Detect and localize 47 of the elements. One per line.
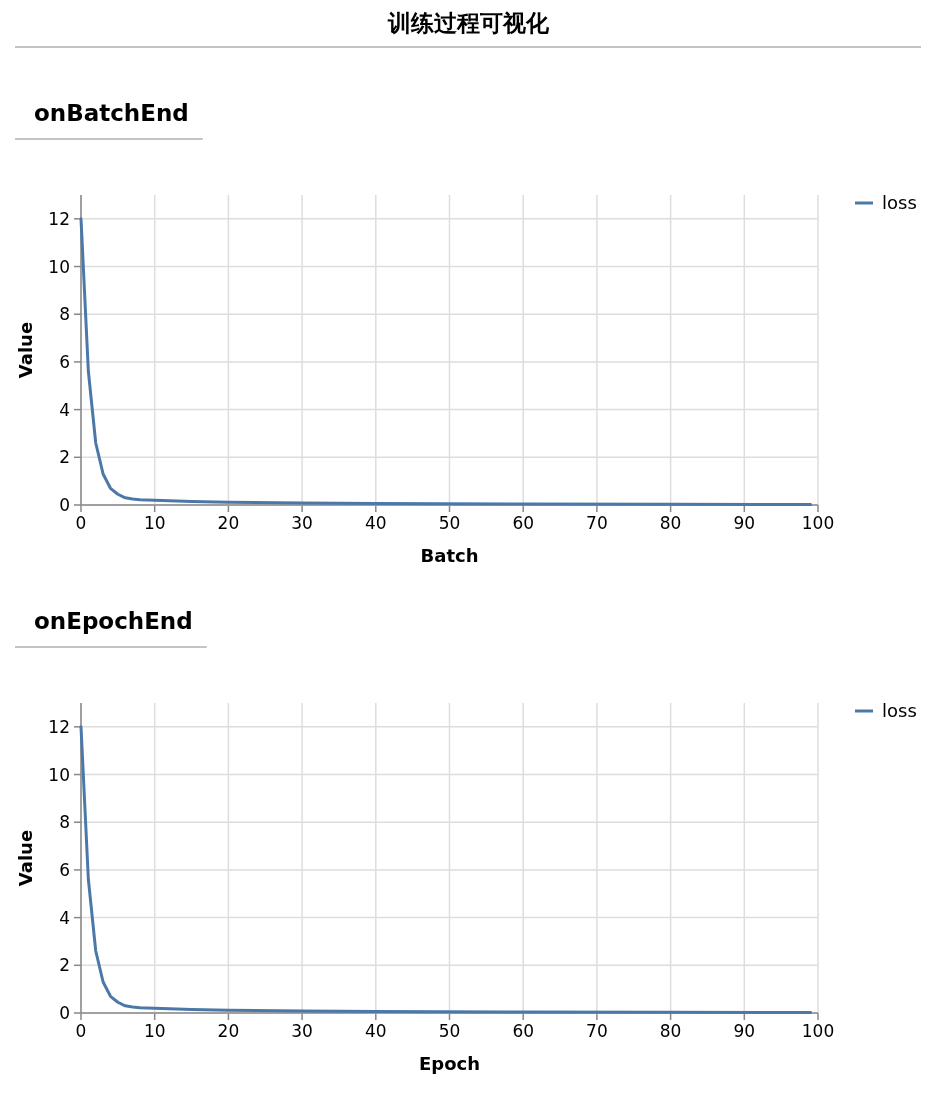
line-series <box>79 725 813 1015</box>
x-tick-label: 30 <box>291 1021 313 1041</box>
y-tick-label: 0 <box>59 495 70 515</box>
y-tick-label: 6 <box>59 859 70 880</box>
y-tick-label: 4 <box>59 399 70 420</box>
y-tick-label: 12 <box>48 716 70 737</box>
x-tick-label: 20 <box>217 1021 240 1041</box>
y-tick-label: 0 <box>59 1003 70 1023</box>
y-tick-label: 6 <box>59 351 70 372</box>
x-tick-label: 50 <box>438 1021 461 1041</box>
x-axis-title: Batch <box>420 545 479 566</box>
x-tick-label: 40 <box>364 1021 387 1041</box>
y-tick-label: 10 <box>48 256 70 277</box>
x-tick-label: 0 <box>75 513 87 533</box>
chart-subtitle: onBatchEnd <box>34 100 189 126</box>
x-axis-title: Epoch <box>418 1053 481 1074</box>
legend-label: loss <box>882 700 917 721</box>
x-tick-label: 80 <box>659 1021 682 1041</box>
x-tick-label: 60 <box>512 1021 535 1041</box>
chart-title: 训练过程可视化 <box>386 10 550 36</box>
x-tick-label: 90 <box>733 513 756 533</box>
y-tick-label: 8 <box>59 812 70 833</box>
y-tick-label: 8 <box>59 304 70 325</box>
y-tick-label: 12 <box>48 208 70 229</box>
y-tick-label: 2 <box>59 955 70 976</box>
y-tick-label: 4 <box>59 907 70 928</box>
x-tick-label: 10 <box>143 1021 166 1041</box>
x-tick-label: 100 <box>801 1021 835 1041</box>
y-axis-title: Value <box>15 829 36 887</box>
x-tick-label: 0 <box>75 1021 87 1041</box>
x-tick-label: 30 <box>291 513 313 533</box>
y-axis-title: Value <box>15 321 36 379</box>
chart-title: onEpochEnd <box>34 608 193 634</box>
x-tick-label: 10 <box>143 513 166 533</box>
x-tick-label: 40 <box>364 513 387 533</box>
y-tick-label: 2 <box>59 447 70 468</box>
x-tick-label: 70 <box>586 1021 608 1041</box>
x-tick-label: 50 <box>438 513 461 533</box>
x-tick-label: 90 <box>733 1021 756 1041</box>
x-tick-label: 70 <box>586 513 608 533</box>
x-tick-label: 80 <box>659 513 682 533</box>
x-tick-label: 60 <box>512 513 535 533</box>
legend-label: loss <box>882 192 917 213</box>
x-tick-label: 100 <box>801 513 835 533</box>
x-tick-label: 20 <box>217 513 240 533</box>
y-tick-label: 10 <box>48 764 70 785</box>
line-series <box>79 217 813 507</box>
